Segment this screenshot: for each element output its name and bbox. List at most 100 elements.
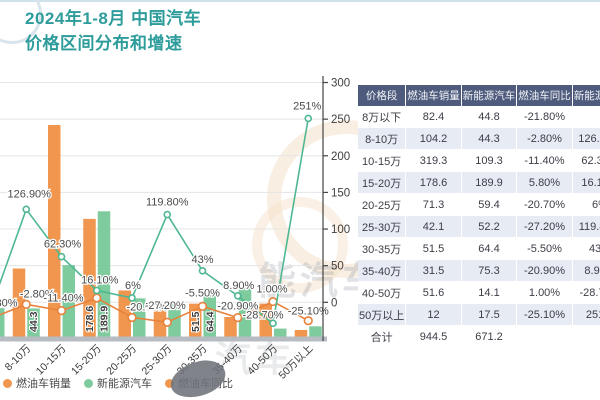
bar-value-label: 189.9 [99, 306, 111, 332]
table-cell: 31.5 [405, 259, 462, 282]
table-cell: 43% [572, 237, 600, 260]
table-cell: -11.40% [516, 149, 573, 172]
table-cell: 178.6 [405, 171, 462, 194]
line-point-marker [233, 313, 243, 323]
watermark-ring [252, 197, 348, 293]
right-axis-tick-label: 250 [331, 114, 350, 126]
table-cell: 126.90% [572, 127, 600, 150]
table-cell: 319.3 [405, 149, 462, 172]
table-cell: 71.3 [405, 193, 462, 216]
line-point-label: 251% [293, 100, 321, 112]
line-point-marker [269, 319, 277, 328]
table-cell: 50万以上 [358, 303, 407, 326]
bar-value-label: 178.6 [84, 306, 96, 332]
x-axis-band [0, 336, 327, 342]
table-cell: 8万以下 [358, 106, 407, 128]
line-point-label: -27.20% [145, 300, 186, 312]
table-cell: -28.70% [572, 281, 600, 304]
line-point-marker [304, 114, 313, 123]
table-cell: 14.1 [461, 281, 518, 304]
bar-value-label: 64.4 [204, 311, 216, 332]
fuel-bar [83, 218, 96, 338]
table-cell: 6% [572, 193, 600, 216]
line-point-marker [197, 301, 208, 311]
line-point-label: -20.90% [217, 301, 258, 313]
table-cell: 82.4 [405, 106, 462, 128]
table-cell: -27.20% [516, 215, 573, 238]
table-cell: 30-35万 [358, 237, 407, 260]
table-header-cell: 价格段 [358, 85, 407, 106]
nev-bar [238, 287, 252, 338]
nev-bar [274, 328, 287, 338]
nev-bar [62, 265, 75, 338]
table-cell: 5.80% [516, 171, 573, 194]
nev-bar [97, 211, 111, 338]
fuel-bar [189, 303, 202, 338]
table-cell: 109.3 [461, 149, 518, 172]
x-axis-label: 8-10万 [3, 343, 34, 374]
fuel-bar [12, 268, 26, 338]
fuel-bar [48, 125, 61, 338]
table-cell: 59.4 [461, 193, 518, 216]
x-axis-label: 40-50万 [245, 343, 280, 378]
table-cell: 20-25万 [358, 193, 407, 216]
table-cell: 119.80% [572, 215, 600, 238]
table-cell [572, 106, 600, 128]
line-point-marker [162, 317, 172, 327]
right-axis-tick-label: 200 [331, 151, 350, 163]
legend-dot-icon [3, 378, 12, 388]
price-range-chart: -21.80%-2.80%-11.40% -20.70%-27.20%-5.50%… [0, 76, 350, 382]
table-cell: 8.90% [572, 259, 600, 282]
top-border-line [0, 0, 600, 2]
line-point-marker [56, 306, 67, 316]
line-point-marker [57, 252, 66, 261]
table-cell: -20.90% [516, 259, 573, 282]
table-cell: 15-20万 [358, 171, 407, 194]
line-point-marker [22, 205, 31, 214]
bar-value-label: 44.3 [28, 311, 40, 332]
legend-label: 新能源汽车 [97, 378, 152, 390]
nev-bar [168, 303, 181, 338]
table-header-cell: 燃油车同比 [516, 85, 573, 106]
table-cell: -20.70% [516, 193, 573, 216]
line-point-marker [21, 299, 31, 309]
fuel-bar [294, 329, 308, 338]
x-axis-label: 10-15万 [34, 343, 69, 378]
price-table: 价格段燃油车销量新能源汽车燃油车同比新能源同比8万以下82.444.8-21.8… [358, 85, 600, 348]
line-point-label: -28.70% [243, 309, 284, 321]
table-cell: 42.1 [405, 215, 462, 238]
table-header-row: 价格段燃油车销量新能源汽车燃油车同比新能源同比 [358, 85, 600, 106]
page-title-line2: 价格区间分布和增速 [25, 33, 183, 53]
line-point-label: 8.90% [223, 280, 254, 292]
line-point-label: 6% [125, 280, 141, 292]
table-cell: 17.5 [461, 303, 518, 326]
right-axis-tick-label: 150 [331, 187, 350, 199]
line-point-marker [92, 286, 101, 295]
x-axis-label: 50万以上 [276, 343, 315, 382]
nev-bar [0, 308, 5, 338]
table-cell: 44.3 [461, 127, 518, 150]
table-header-cell: 燃油车销量 [405, 85, 462, 106]
table-cell: 251% [572, 303, 600, 326]
line-point-marker [233, 291, 242, 300]
nev-bar [309, 326, 322, 338]
fuel-bar [153, 309, 167, 338]
table-cell: 64.4 [461, 237, 518, 260]
table-header-cell: 新能源同比 [572, 85, 600, 106]
line-point-label: -20.70% [127, 301, 168, 313]
line-point-marker [127, 312, 137, 323]
table-header-cell: 新能源汽车 [461, 85, 518, 106]
line-point-label: 16.10% [81, 275, 119, 287]
line-point-label: 43% [191, 254, 213, 266]
right-axis-tick-label: 50 [331, 261, 344, 273]
line-point-label: 62.30% [44, 239, 82, 251]
page-title: 2024年1-8月 中国汽车 价格区间分布和增速 [25, 7, 201, 56]
table-cell: 1.00% [516, 281, 573, 304]
table-cell: 10-15万 [358, 149, 407, 172]
